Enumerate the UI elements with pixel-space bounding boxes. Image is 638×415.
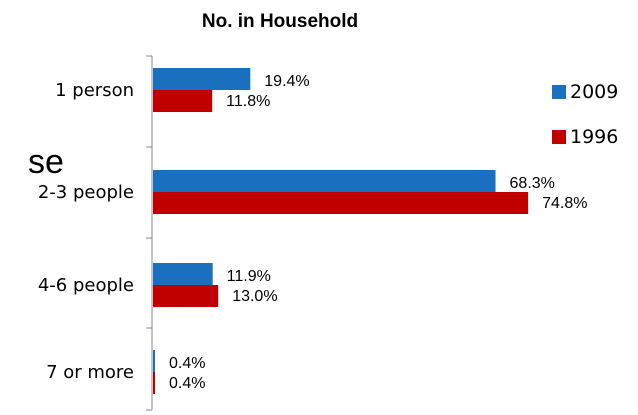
bar-2009 [153, 350, 156, 372]
bar-1996 [153, 372, 156, 394]
data-label-1996: 13.0% [232, 288, 277, 305]
chart-title: No. in Household [202, 11, 358, 32]
data-label-2009: 19.4% [264, 73, 309, 90]
legend-swatch-1996 [552, 130, 566, 144]
category-label: 7 or more [46, 362, 134, 383]
category-label: 4-6 people [38, 275, 134, 296]
data-label-2009: 68.3% [510, 175, 555, 192]
category-label: 2-3 people [38, 182, 134, 203]
bars-layer [153, 68, 529, 394]
bar-2009 [153, 263, 213, 285]
bar-1996 [153, 192, 529, 214]
data-label-2009: 11.9% [227, 268, 271, 285]
legend-swatch-2009 [552, 85, 566, 99]
chart-legend: 2009 1996 [552, 81, 618, 148]
bar-2009 [153, 68, 251, 90]
data-label-1996: 74.8% [542, 195, 587, 212]
data-label-1996: 11.8% [226, 93, 270, 110]
bar-2009 [153, 170, 496, 192]
chart-axis [146, 55, 153, 411]
category-label: 1 person [55, 80, 134, 101]
stray-text-fragment: se [28, 143, 64, 181]
labels-layer: 1 person 19.4% 11.8% 2-3 people 68.3% 74.8% 4-… [38, 73, 588, 392]
data-label-1996: 0.4% [169, 375, 205, 392]
bar-1996 [153, 285, 219, 307]
data-label-2009: 0.4% [169, 355, 205, 372]
bar-1996 [153, 90, 213, 112]
legend-label-1996: 1996 [570, 126, 618, 148]
legend-label-2009: 2009 [570, 81, 618, 103]
